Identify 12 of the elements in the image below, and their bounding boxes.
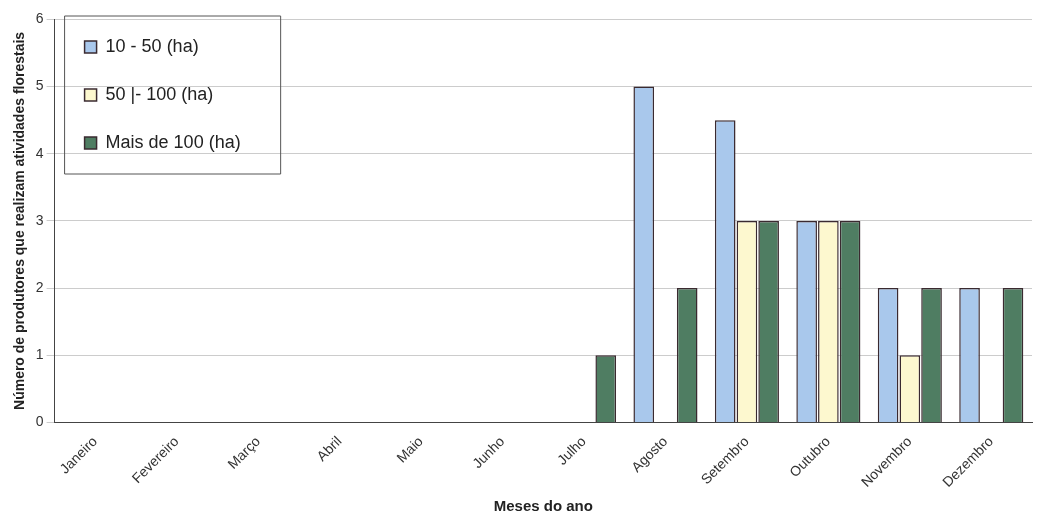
y-tick-label: 2 [35, 278, 44, 295]
legend-label: 50 |- 100 (ha) [105, 83, 214, 104]
y-tick-label: 5 [35, 77, 44, 94]
legend-label: 10 - 50 (ha) [105, 35, 199, 56]
y-axis-title: Número de produtores que realizam atividades florestais [11, 31, 28, 410]
x-axis-title: Meses do ano [493, 497, 593, 515]
y-tick-label: 6 [35, 10, 44, 27]
y-tick-label: 3 [35, 211, 44, 228]
y-tick-label: 0 [35, 413, 44, 430]
legend-label: Mais de 100 (ha) [105, 131, 241, 152]
y-tick-label: 4 [35, 144, 44, 161]
y-tick-label: 1 [35, 346, 44, 363]
